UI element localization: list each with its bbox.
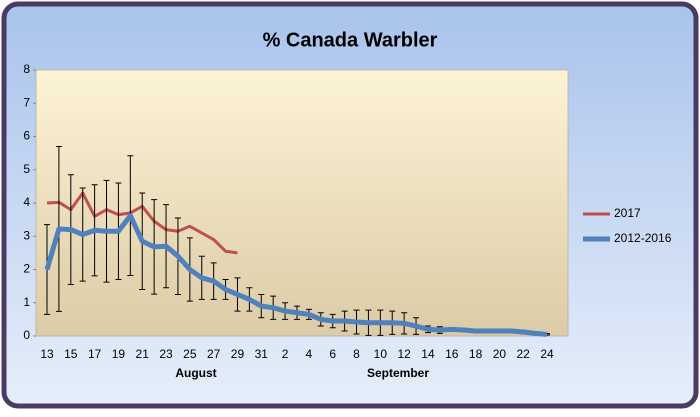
y-tick-label: 2 — [23, 262, 30, 276]
legend-label: 2012-2016 — [614, 231, 672, 245]
x-group-label: August — [175, 366, 216, 380]
y-tick-label: 3 — [23, 228, 30, 242]
x-tick-label: 16 — [445, 347, 459, 361]
x-tick-label: 27 — [207, 347, 221, 361]
x-tick-label: 10 — [374, 347, 388, 361]
x-tick-label: 12 — [397, 347, 411, 361]
y-tick-label: 5 — [23, 162, 30, 176]
plot-area — [35, 69, 569, 337]
x-tick-label: 14 — [421, 347, 435, 361]
x-tick-label: 6 — [329, 347, 336, 361]
x-tick-label: 29 — [231, 347, 245, 361]
x-tick-label: 4 — [306, 347, 313, 361]
y-tick-label: 7 — [23, 95, 30, 109]
y-tick-label: 0 — [23, 328, 30, 342]
legend-label: 2017 — [614, 206, 641, 220]
x-tick-label: 23 — [159, 347, 173, 361]
x-tick-label: 31 — [255, 347, 269, 361]
y-tick-label: 1 — [23, 295, 30, 309]
x-tick-label: 21 — [136, 347, 150, 361]
x-tick-label: 15 — [64, 347, 78, 361]
x-tick-label: 22 — [517, 347, 531, 361]
line-series — [44, 213, 548, 337]
x-tick-label: 13 — [40, 347, 54, 361]
x-tick-label: 24 — [540, 347, 554, 361]
x-tick-label: 8 — [353, 347, 360, 361]
y-tick-label: 4 — [23, 195, 30, 209]
x-tick-label: 20 — [493, 347, 507, 361]
y-tick-label: 8 — [23, 62, 30, 76]
x-tick-label: 2 — [282, 347, 289, 361]
x-tick-label: 17 — [88, 347, 102, 361]
x-tick-label: 18 — [469, 347, 483, 361]
y-tick-label: 6 — [23, 129, 30, 143]
chart-title: % Canada Warbler — [263, 29, 438, 51]
x-tick-label: 19 — [112, 347, 126, 361]
x-group-label: September — [367, 366, 429, 380]
x-tick-label: 25 — [183, 347, 197, 361]
error-bar — [44, 224, 50, 315]
